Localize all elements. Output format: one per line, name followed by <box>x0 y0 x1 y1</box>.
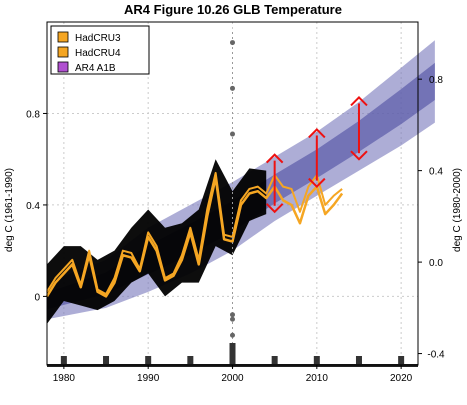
axes: 1980 1990 2000 2010 2020 0 0.4 0.8 -0.4 0.0 0.4 0.8 <box>26 21 445 384</box>
y-axis-title-left: deg C (1961-1990) <box>4 168 15 252</box>
y-tick-label-right: 0.4 <box>429 167 443 178</box>
bottom-marker <box>187 356 194 364</box>
y-tick-label-right: 0.0 <box>429 258 443 269</box>
chart-title: AR4 Figure 10.26 GLB Temperature <box>124 2 342 17</box>
legend-swatch <box>57 61 69 73</box>
error-arrow-head-down <box>308 177 326 189</box>
legend-label: AR4 A1B <box>75 63 116 74</box>
bottom-marker <box>355 356 362 364</box>
vertical-marker-point <box>230 332 235 338</box>
error-arrow-head-up <box>265 153 284 164</box>
bands <box>47 40 435 324</box>
error-arrow-head-down <box>265 203 284 214</box>
error-arrow-head-up <box>350 96 368 107</box>
vertical-marker-point <box>230 316 235 322</box>
error-arrow-head-up <box>308 128 326 139</box>
bottom-marker-tall <box>229 343 236 364</box>
y-axis-title-right: deg C (1980-2000) <box>452 168 463 252</box>
vertical-marker-point <box>230 312 235 318</box>
bottom-marker <box>60 356 67 364</box>
legend-label: HadCRU3 <box>75 33 121 44</box>
bottom-marker <box>103 356 110 364</box>
error-arrow-head-down <box>350 150 368 161</box>
x-tick-label: 1990 <box>137 373 160 384</box>
x-tick-label: 1980 <box>53 373 76 384</box>
series-lines <box>45 171 344 298</box>
legend-swatch <box>57 31 69 43</box>
y-tick-label-right: -0.4 <box>427 350 445 361</box>
x-tick-label: 2000 <box>221 373 244 384</box>
bottom-marker <box>313 356 320 364</box>
y-tick-label-left: 0 <box>34 292 40 303</box>
bottom-marker <box>398 356 405 364</box>
series-line-hadcru4 <box>46 171 343 296</box>
y-tick-label-right: 0.8 <box>429 75 443 86</box>
legend-label: HadCRU4 <box>75 48 121 59</box>
vertical-marker-point <box>230 131 235 137</box>
bottom-marker <box>271 356 278 364</box>
y-tick-label-left: 0.4 <box>26 201 40 212</box>
vertical-marker-point <box>230 85 235 91</box>
legend: HadCRU3 HadCRU4 AR4 A1B <box>50 25 150 75</box>
legend-swatch <box>57 46 69 58</box>
y-tick-label-left: 0.8 <box>26 109 40 120</box>
x-tick-label: 2020 <box>390 373 413 384</box>
vertical-marker-point <box>230 40 235 46</box>
error-arrows <box>265 96 368 214</box>
bottom-marker <box>145 356 152 364</box>
x-tick-label: 2010 <box>306 373 329 384</box>
